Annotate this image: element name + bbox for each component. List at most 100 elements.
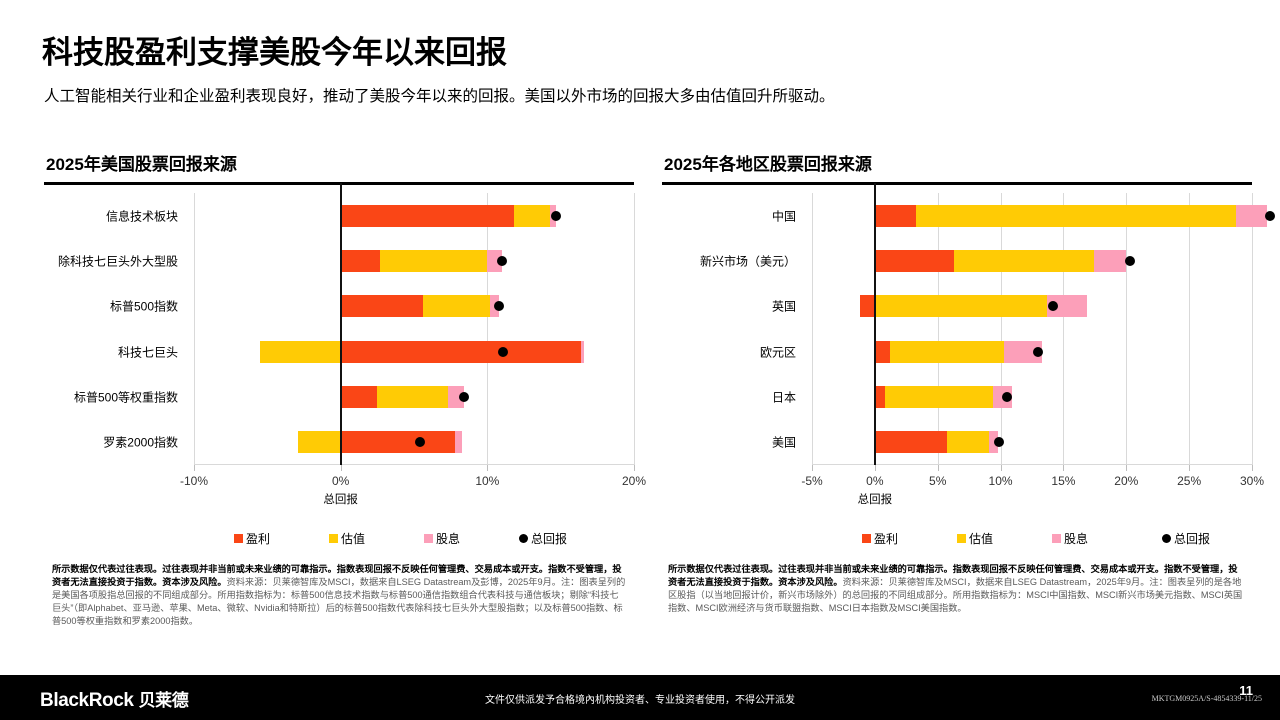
bar-segment-earn: [874, 386, 885, 408]
right-category-labels: 中国 新兴市场（美元） 英国 欧元区 日本 美国: [662, 193, 804, 465]
legend-dot-icon: [1162, 533, 1171, 543]
left-title-divider: [44, 182, 634, 185]
total-return-marker: [498, 346, 509, 357]
legend-label: 估值: [969, 531, 994, 546]
regional-equity-return-sources-chart: 中国 新兴市场（美元） 英国 欧元区 日本 美国 -5% 0% 5% 10% 15% 20% 25% 3…: [662, 183, 1275, 506]
bar-segment-earn: [340, 386, 378, 408]
bar-segment-earn: [874, 250, 955, 272]
us-equity-return-sources-chart: 信息技术板块 除科技七巨头外大型股 标普500指数 科技七巨头 标普500等权重指数 罗素…: [44, 183, 646, 506]
gridline: [1126, 193, 1128, 465]
bar-segment-earn: [874, 431, 947, 454]
gridline: [634, 193, 635, 465]
bar-row: [812, 340, 1252, 363]
total-return-marker: [458, 392, 469, 402]
bar-segment-earn: [874, 204, 917, 227]
bar-row: [812, 204, 1275, 227]
left-footnote: 所示数据仅代表过往表现。过往表现并非当前或未来业绩的可靠指示。指数表现回报不反映…: [52, 563, 627, 628]
x-tick-mark: [812, 465, 813, 471]
legend-item-dividend: 股息: [424, 530, 460, 547]
bar-segment-div: [989, 431, 999, 454]
legend-label: 总回报: [531, 531, 568, 546]
x-axis-title: 总回报: [323, 494, 358, 506]
x-axis-tick-label: 25%: [1177, 474, 1202, 488]
bar-row: [194, 386, 634, 408]
legend-swatch-icon: [1052, 533, 1061, 543]
legend-swatch-icon: [424, 533, 433, 543]
total-return-marker: [1048, 301, 1059, 312]
legend-item-earnings: 盈利: [862, 530, 898, 547]
footer-bar: BlackRock 贝莱德 文件仅供派发予合格境內机构投资者、专业投资者使用，不得…: [0, 675, 1280, 720]
category-label: 欧元区: [759, 345, 796, 360]
bar-row: [812, 250, 1252, 272]
x-axis-tick-label: 10%: [988, 474, 1013, 488]
bar-row: [812, 295, 1252, 318]
total-return-marker: [994, 437, 1005, 448]
footer-disclaimer: 文件仅供派发予合格境內机构投资者、专业投资者使用，不得公开派发: [485, 695, 795, 706]
total-return-marker: [1125, 256, 1136, 266]
bar-segment-earn: [340, 250, 381, 272]
gridline: [812, 193, 813, 465]
x-tick-mark: [340, 465, 342, 471]
x-tick-mark: [874, 465, 876, 471]
left-chart-panel: 2025年美国股票回报来源 信息技术板块 除科技七巨头外大型股 标普500指数 科技七…: [44, 150, 646, 550]
x-tick-mark: [634, 465, 635, 471]
gridline: [194, 193, 195, 465]
right-plot-area: -5% 0% 5% 10% 15% 20% 25% 30% 总回报: [801, 183, 1275, 506]
bar-segment-div: [1004, 340, 1043, 363]
x-tick-mark: [194, 465, 195, 471]
legend-swatch-icon: [957, 533, 966, 543]
bar-segment-div: [1235, 204, 1268, 227]
category-label: 科技七巨头: [117, 345, 178, 360]
legend-label: 盈利: [246, 531, 271, 546]
bar-row: [812, 431, 1252, 454]
bar-segment-val: [874, 295, 1048, 318]
total-return-marker: [1033, 346, 1044, 357]
x-axis-tick-label: -10%: [179, 474, 209, 488]
legend-label: 盈利: [874, 531, 899, 546]
total-return-marker: [1001, 392, 1012, 402]
bar-segment-div: [581, 340, 585, 363]
legend-label: 股息: [436, 531, 461, 546]
total-return-marker: [1264, 210, 1275, 221]
brand-name-cn: 贝莱德: [138, 691, 189, 710]
legend-label: 总回报: [1174, 531, 1211, 546]
category-label: 标普500等权重指数: [73, 390, 178, 405]
legend-item-total: 总回报: [1162, 530, 1210, 547]
right-title-divider: [662, 182, 1252, 185]
bar-segment-div: [447, 386, 464, 408]
total-return-marker: [414, 437, 425, 448]
legend-label: 估值: [341, 531, 366, 546]
category-label: 英国: [771, 299, 796, 314]
gridline: [1000, 193, 1002, 465]
x-tick-mark: [487, 465, 489, 471]
bar-segment-earn: [874, 340, 890, 363]
gridline: [937, 193, 939, 465]
bar-row: [194, 204, 634, 227]
bar-segment-div: [487, 250, 502, 272]
legend-label: 股息: [1064, 531, 1089, 546]
page-title: 科技股盈利支撑美股今年以来回报: [42, 35, 507, 70]
bar-segment-earn: [340, 340, 582, 363]
x-tick-mark: [1063, 465, 1065, 471]
x-tick-mark: [1189, 465, 1191, 471]
bar-row: [812, 386, 1252, 408]
x-axis-line: [194, 464, 634, 465]
legend-item-valuation: 估值: [329, 530, 365, 547]
bar-segment-val: [380, 250, 488, 272]
bar-row: [194, 431, 634, 454]
gridline: [1252, 193, 1253, 465]
legend-swatch-icon: [234, 533, 243, 543]
gridline: [487, 193, 489, 465]
bar-segment-val: [884, 386, 994, 408]
left-footnote-rest: 资料来源：贝莱德智库及MSCI，数据来自LSEG Datastream及彭博，2…: [52, 577, 626, 627]
x-axis-tick-label: 0%: [866, 474, 884, 488]
bar-segment-val: [946, 431, 990, 454]
legend-swatch-icon: [862, 533, 871, 543]
right-chart-title: 2025年各地区股票回报来源: [664, 155, 872, 174]
right-footnote-rest: 资料来源：贝莱德智库及MSCI，数据来自LSEG Datastream，2025…: [668, 577, 1243, 614]
bar-segment-val: [954, 250, 1094, 272]
bar-row: [194, 295, 634, 318]
category-label: 美国: [771, 435, 796, 450]
legend-swatch-icon: [329, 533, 338, 543]
x-tick-mark: [1126, 465, 1128, 471]
